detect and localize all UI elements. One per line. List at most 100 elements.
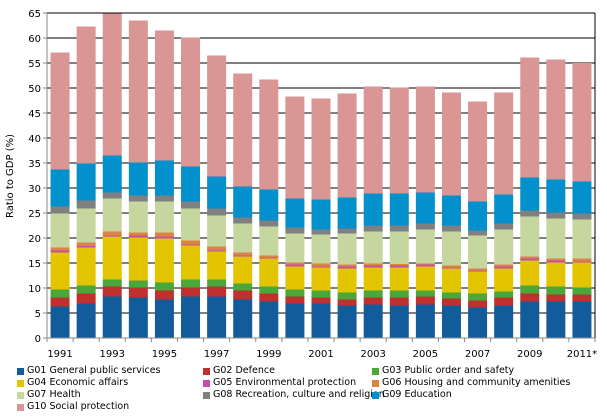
- legend-item: G01 General public services: [17, 365, 161, 377]
- bar-segment-g07-2008: [494, 229, 514, 265]
- bar-segment-g06-1994: [128, 232, 148, 236]
- bar-segment-g03-1992: [76, 285, 96, 294]
- legend-item: G06 Housing and community amenities: [372, 377, 570, 389]
- bar-segment-g09-2004: [389, 193, 409, 226]
- bar-segment-g04-2008: [494, 268, 514, 292]
- bar-segment-g09-1991: [50, 169, 70, 207]
- legend-swatch: [372, 367, 379, 375]
- bar-segment-g04-1993: [102, 236, 122, 280]
- bar-segment-g02-1998: [233, 290, 253, 300]
- bar-segment-g04-2005: [415, 266, 435, 291]
- bar-segment-g03-2009: [520, 285, 540, 294]
- legend-label: G10 Social protection: [27, 401, 130, 412]
- bar-segment-g09-2005: [415, 192, 435, 224]
- x-tick-label: 2005: [413, 349, 438, 360]
- bar-segment-g04-1994: [128, 237, 148, 281]
- bar-segment-g06-1995: [154, 232, 174, 237]
- legend-item: G10 Social protection: [17, 401, 129, 413]
- bar-segment-g07-1991: [50, 213, 70, 248]
- bar-segment-g02-1993: [102, 286, 122, 297]
- bar-segment-g06-1997: [207, 246, 227, 251]
- bar-segment-g07-1995: [154, 201, 174, 233]
- bar-segment-g10-2010: [546, 59, 566, 180]
- bar-segment-g02-2003: [363, 297, 383, 305]
- bar-segment-g07-2003: [363, 231, 383, 264]
- bar-segment-g10-1991: [50, 52, 70, 170]
- legend-item: G02 Defence: [203, 365, 275, 377]
- bar-segment-g10-2009: [520, 57, 540, 178]
- bar-segment-g05-1999: [259, 257, 279, 259]
- bar-segment-g10-2008: [494, 92, 514, 195]
- bar-segment-g01-1999: [259, 301, 279, 338]
- bar-segment-g06-2011: [572, 258, 592, 262]
- y-tick-label: 40: [28, 134, 41, 145]
- bar-segment-g01-1992: [76, 303, 96, 338]
- legend-label: G09 Education: [382, 389, 452, 400]
- legend-item: G08 Recreation, culture and religion: [203, 389, 385, 401]
- bar-segment-g09-2000: [285, 198, 305, 228]
- bar-segment-g10-1992: [76, 26, 96, 164]
- bar-segment-g08-1996: [181, 201, 201, 209]
- bar-segment-g09-2007: [468, 201, 488, 231]
- bar-segment-g02-2006: [441, 298, 461, 306]
- bar-segment-g08-2009: [520, 210, 540, 217]
- x-tick-label: 1993: [100, 349, 125, 360]
- bar-segment-g10-2002: [337, 93, 357, 198]
- bar-segment-g06-2004: [389, 264, 409, 266]
- bar-segment-g05-1997: [207, 250, 227, 252]
- bar-segment-g08-1998: [233, 217, 253, 224]
- bar-segment-g01-1991: [50, 306, 70, 338]
- legend-swatch: [203, 367, 210, 375]
- bar-segment-g10-1993: [102, 13, 122, 156]
- bar-segment-g03-2008: [494, 291, 514, 298]
- bar-segment-g06-2005: [415, 263, 435, 265]
- bar-segment-g01-2003: [363, 304, 383, 338]
- x-tick-label: 2003: [360, 349, 385, 360]
- x-tick-label: 2011*: [567, 349, 597, 360]
- legend-swatch: [203, 391, 210, 399]
- legend-swatch: [17, 367, 24, 375]
- bars: [50, 13, 592, 338]
- bar-segment-g01-1995: [154, 299, 174, 338]
- bar-segment-g04-1995: [154, 238, 174, 283]
- bar-segment-g10-1997: [207, 55, 227, 177]
- bar-segment-g02-2005: [415, 296, 435, 305]
- bar-segment-g08-1997: [207, 208, 227, 216]
- bar-segment-g03-2006: [441, 292, 461, 299]
- bar-segment-g05-2000: [285, 264, 305, 267]
- bar-segment-g10-1996: [181, 37, 201, 167]
- legend-label: G02 Defence: [213, 365, 275, 376]
- bar-segment-g08-2007: [468, 230, 488, 236]
- y-tick-label: 25: [28, 209, 41, 220]
- bar-segment-g04-2004: [389, 267, 409, 291]
- bar-segment-g07-2000: [285, 233, 305, 263]
- bar-segment-g08-1999: [259, 220, 279, 227]
- bar-segment-g04-2000: [285, 266, 305, 290]
- bar-segment-g01-2004: [389, 305, 409, 338]
- bar-segment-g05-2001: [311, 266, 331, 268]
- bar-segment-g03-1999: [259, 286, 279, 294]
- bar-segment-g07-1998: [233, 223, 253, 253]
- stacked-bar-chart: 0 5 10 15 20 25 30 35 40 45 50 55 60 65 1991 1993 1995 19…: [5, 9, 597, 360]
- bar-segment-g05-2007: [468, 270, 488, 272]
- bar-segment-g10-2001: [311, 98, 331, 200]
- bar-segment-g04-1991: [50, 252, 70, 290]
- bar-segment-g06-1992: [76, 242, 96, 246]
- bar-segment-g06-1998: [233, 252, 253, 256]
- bar-segment-g10-2004: [389, 87, 409, 194]
- bar-segment-g09-2011: [572, 181, 592, 214]
- bar-segment-g05-1991: [50, 250, 70, 253]
- bar-segment-g05-1995: [154, 236, 174, 239]
- bar-segment-g02-1997: [207, 286, 227, 297]
- bar-segment-g08-1994: [128, 195, 148, 202]
- bar-segment-g05-2010: [546, 260, 566, 263]
- legend-label: G07 Health: [27, 389, 81, 400]
- bar-segment-g01-2008: [494, 305, 514, 338]
- bar-segment-g06-2003: [363, 263, 383, 266]
- bar-segment-g08-2011: [572, 213, 592, 220]
- axes: 0 5 10 15 20 25 30 35 40 45 50 55 60 65 1991 1993 1995 19…: [28, 9, 597, 360]
- bar-segment-g06-2006: [441, 265, 461, 268]
- bar-segment-g09-1997: [207, 176, 227, 209]
- y-tick-label: 30: [28, 184, 41, 195]
- bar-segment-g05-2003: [363, 265, 383, 268]
